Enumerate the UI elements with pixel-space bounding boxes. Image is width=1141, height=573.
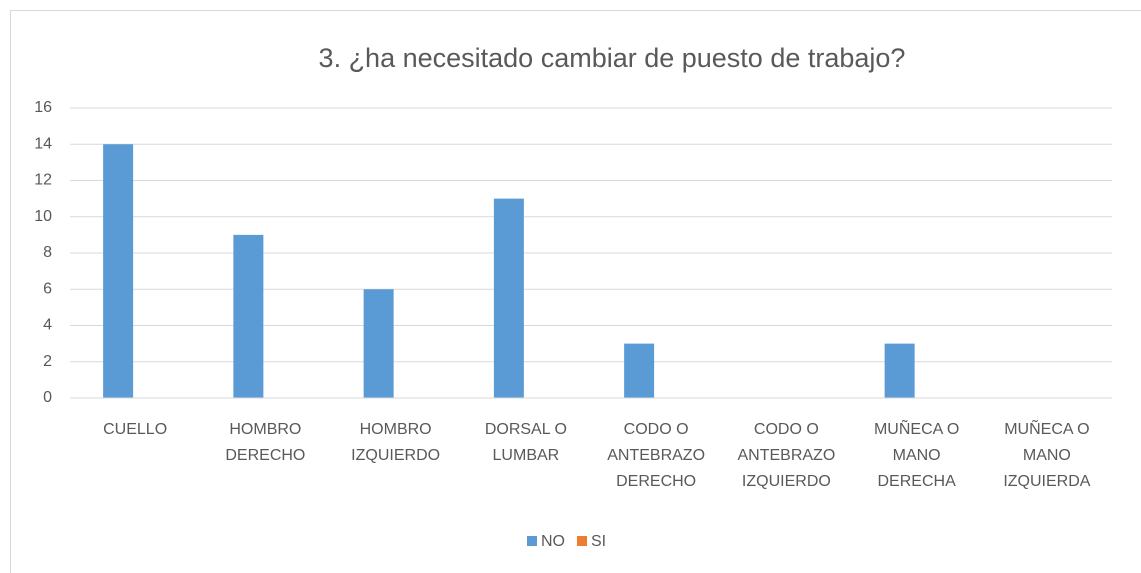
bar <box>363 289 394 398</box>
legend-swatch <box>577 536 587 546</box>
x-tick-label: CUELLO <box>103 421 167 438</box>
y-tick-label: 2 <box>43 353 52 370</box>
y-tick-label: 12 <box>34 172 52 189</box>
x-tick-label: DORSAL O LUMBAR <box>485 421 567 464</box>
bar <box>103 144 134 398</box>
chart-title: 3. ¿ha necesitado cambiar de puesto de t… <box>319 43 906 73</box>
legend-label: SI <box>591 533 606 550</box>
chart-border <box>10 10 1141 573</box>
y-tick-label: 6 <box>43 280 52 297</box>
x-tick-label: MUÑECA O MANO DERECHA <box>874 418 959 490</box>
x-tick-label: HOMBRO DERECHO <box>225 421 305 464</box>
bar <box>493 198 524 398</box>
y-tick-label: 14 <box>34 135 52 152</box>
x-tick-label: CODO O ANTEBRAZO IZQUIERDO <box>737 421 835 490</box>
y-tick-label: 8 <box>43 244 52 261</box>
legend-swatch <box>527 536 537 546</box>
y-tick-label: 16 <box>34 99 52 116</box>
x-tick-label: CODO O ANTEBRAZO DERECHO <box>607 421 705 490</box>
x-tick-label: HOMBRO IZQUIERDO <box>351 421 440 464</box>
bar <box>884 343 915 398</box>
x-tick-label: MUÑECA O MANO IZQUIERDA <box>1003 418 1090 490</box>
bar <box>233 234 264 398</box>
y-tick-label: 10 <box>34 208 52 225</box>
y-tick-label: 4 <box>43 317 52 334</box>
bar <box>624 343 655 398</box>
legend-label: NO <box>541 533 565 550</box>
y-tick-label: 0 <box>43 389 52 406</box>
